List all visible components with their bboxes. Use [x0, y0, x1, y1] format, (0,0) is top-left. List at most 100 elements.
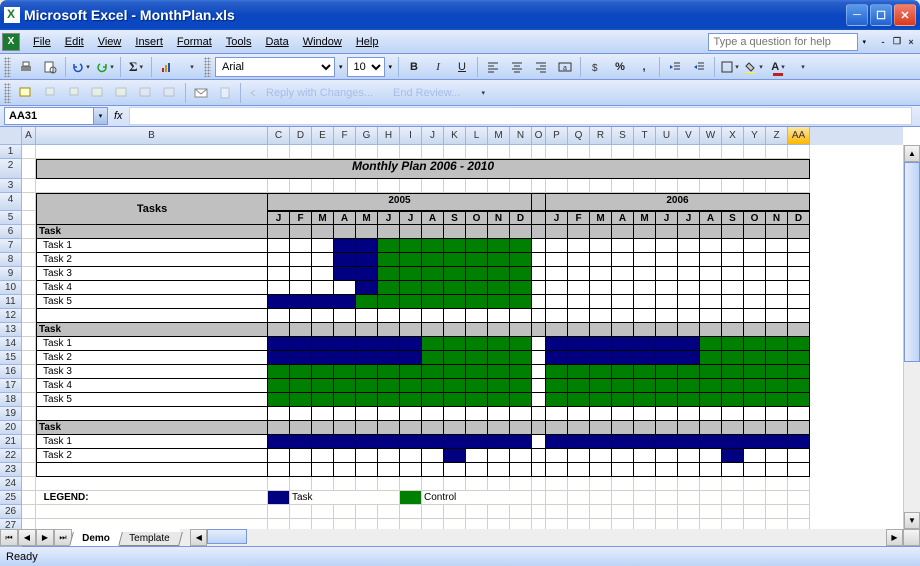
- doc-restore-button[interactable]: ❐: [890, 35, 904, 49]
- horizontal-scrollbar[interactable]: ◀ ▶: [190, 529, 903, 546]
- excel-doc-icon[interactable]: X: [2, 33, 20, 51]
- fx-button[interactable]: fx: [114, 110, 123, 122]
- task-label[interactable]: Task 1: [36, 239, 268, 253]
- row-header-19[interactable]: 19: [0, 407, 22, 421]
- col-header-H[interactable]: H: [378, 127, 400, 145]
- col-header-V[interactable]: V: [678, 127, 700, 145]
- doc-close-button[interactable]: ×: [904, 35, 918, 49]
- row-header-3[interactable]: 3: [0, 179, 22, 193]
- col-header-O[interactable]: O: [532, 127, 546, 145]
- row-header-21[interactable]: 21: [0, 435, 22, 449]
- group-header-1[interactable]: Task: [36, 323, 268, 337]
- col-header-Y[interactable]: Y: [744, 127, 766, 145]
- resize-grip[interactable]: [903, 529, 920, 546]
- menu-data[interactable]: Data: [258, 33, 295, 51]
- row-header-16[interactable]: 16: [0, 365, 22, 379]
- help-search[interactable]: [708, 33, 858, 51]
- print-preview-button[interactable]: [39, 56, 61, 78]
- scroll-down-button[interactable]: ▼: [904, 512, 920, 529]
- task-label[interactable]: Task 3: [36, 365, 268, 379]
- help-dropdown-icon[interactable]: ▾: [862, 38, 866, 46]
- col-header-K[interactable]: K: [444, 127, 466, 145]
- row-header-23[interactable]: 23: [0, 463, 22, 477]
- menu-help[interactable]: Help: [349, 33, 386, 51]
- sheet-tab-demo[interactable]: Demo: [69, 532, 123, 546]
- menu-format[interactable]: Format: [170, 33, 219, 51]
- col-header-D[interactable]: D: [290, 127, 312, 145]
- row-header-24[interactable]: 24: [0, 477, 22, 491]
- print-button[interactable]: [15, 56, 37, 78]
- toolbar-handle-3[interactable]: [4, 83, 11, 103]
- menu-insert[interactable]: Insert: [128, 33, 170, 51]
- name-box-dropdown[interactable]: ▾: [94, 107, 108, 125]
- decrease-indent-button[interactable]: [664, 56, 686, 78]
- toolbar-options-2[interactable]: [791, 56, 813, 78]
- align-right-button[interactable]: [530, 56, 552, 78]
- row-header-10[interactable]: 10: [0, 281, 22, 295]
- col-header-Z[interactable]: Z: [766, 127, 788, 145]
- task-label[interactable]: Task 1: [36, 337, 268, 351]
- col-header-B[interactable]: B: [36, 127, 268, 145]
- first-sheet-button[interactable]: ⏮: [0, 529, 18, 546]
- cells-area[interactable]: Monthly Plan 2006 - 2010Tasks20052006JFM…: [22, 145, 903, 529]
- font-color-button[interactable]: A: [767, 56, 789, 78]
- new-comment-button[interactable]: [15, 82, 37, 104]
- sheet-title[interactable]: Monthly Plan 2006 - 2010: [36, 159, 810, 179]
- col-header-N[interactable]: N: [510, 127, 532, 145]
- col-header-F[interactable]: F: [334, 127, 356, 145]
- vertical-scrollbar[interactable]: ▲ ▼: [903, 145, 920, 529]
- row-header-6[interactable]: 6: [0, 225, 22, 239]
- borders-button[interactable]: [719, 56, 741, 78]
- task-label[interactable]: Task 5: [36, 295, 268, 309]
- col-header-U[interactable]: U: [656, 127, 678, 145]
- col-header-C[interactable]: C: [268, 127, 290, 145]
- group-header-2[interactable]: Task: [36, 421, 268, 435]
- row-header-20[interactable]: 20: [0, 421, 22, 435]
- legend-control[interactable]: Control: [422, 491, 532, 505]
- merge-center-button[interactable]: a: [554, 56, 576, 78]
- comma-button[interactable]: ,: [633, 56, 655, 78]
- italic-button[interactable]: I: [427, 56, 449, 78]
- col-header-R[interactable]: R: [590, 127, 612, 145]
- toolbar-options-3[interactable]: [471, 82, 493, 104]
- autosum-button[interactable]: Σ: [125, 56, 147, 78]
- task-label[interactable]: Task 3: [36, 267, 268, 281]
- toolbar-handle-2[interactable]: [204, 57, 211, 77]
- redo-button[interactable]: [94, 56, 116, 78]
- increase-indent-button[interactable]: [688, 56, 710, 78]
- row-header-25[interactable]: 25: [0, 491, 22, 505]
- col-header-Q[interactable]: Q: [568, 127, 590, 145]
- select-all-corner[interactable]: [0, 127, 22, 145]
- column-headers[interactable]: ABCDEFGHIJKLMNOPQRSTUVWXYZAA: [22, 127, 903, 145]
- formula-input[interactable]: [129, 107, 912, 125]
- col-header-E[interactable]: E: [312, 127, 334, 145]
- task-label[interactable]: Task 5: [36, 393, 268, 407]
- prev-sheet-button[interactable]: ◀: [18, 529, 36, 546]
- row-header-11[interactable]: 11: [0, 295, 22, 309]
- menu-tools[interactable]: Tools: [219, 33, 259, 51]
- minimize-button[interactable]: ─: [846, 4, 868, 26]
- row-headers[interactable]: 1234567891011121314151617181920212223242…: [0, 145, 22, 529]
- col-header-A[interactable]: A: [22, 127, 36, 145]
- percent-button[interactable]: %: [609, 56, 631, 78]
- col-header-L[interactable]: L: [466, 127, 488, 145]
- col-header-P[interactable]: P: [546, 127, 568, 145]
- send-mail-button[interactable]: [190, 82, 212, 104]
- row-header-8[interactable]: 8: [0, 253, 22, 267]
- bold-button[interactable]: B: [403, 56, 425, 78]
- hscroll-thumb[interactable]: [207, 529, 247, 544]
- menu-view[interactable]: View: [91, 33, 129, 51]
- row-header-14[interactable]: 14: [0, 337, 22, 351]
- currency-button[interactable]: $: [585, 56, 607, 78]
- col-header-J[interactable]: J: [422, 127, 444, 145]
- row-header-15[interactable]: 15: [0, 351, 22, 365]
- chart-button[interactable]: [156, 56, 178, 78]
- underline-button[interactable]: U: [451, 56, 473, 78]
- task-label[interactable]: Task 2: [36, 449, 268, 463]
- tasks-header-merged[interactable]: Tasks: [36, 193, 268, 225]
- next-sheet-button[interactable]: ▶: [36, 529, 54, 546]
- col-header-W[interactable]: W: [700, 127, 722, 145]
- row-header-18[interactable]: 18: [0, 393, 22, 407]
- toolbar-handle[interactable]: [4, 57, 11, 77]
- close-button[interactable]: ✕: [894, 4, 916, 26]
